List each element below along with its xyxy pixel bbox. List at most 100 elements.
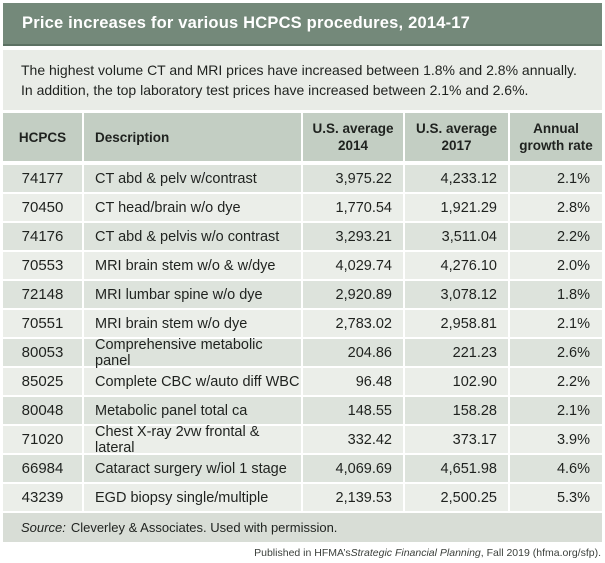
cell-hcpcs-code: 85025 [3, 368, 82, 395]
footer-publication-name: Strategic Financial Planning [350, 546, 481, 559]
cell-description: CT abd & pelvis w/o contrast [84, 223, 301, 250]
cell-growth-rate: 2.2% [510, 223, 602, 250]
cell-growth-rate: 2.0% [510, 252, 602, 279]
cell-avg-2014: 96.48 [303, 368, 403, 395]
cell-hcpcs-code: 66984 [3, 455, 82, 482]
cell-avg-2014: 148.55 [303, 397, 403, 424]
cell-hcpcs-code: 70450 [3, 194, 82, 221]
publication-footer: Published in HFMA’s Strategic Financial … [3, 542, 602, 563]
cell-avg-2017: 4,651.98 [405, 455, 508, 482]
cell-description: EGD biopsy single/multiple [84, 484, 301, 511]
footer-suffix: , Fall 2019 (hfma.org/sfp). [480, 546, 601, 559]
cell-avg-2017: 2,500.25 [405, 484, 508, 511]
cell-description: Metabolic panel total ca [84, 397, 301, 424]
cell-growth-rate: 4.6% [510, 455, 602, 482]
subtitle-line-1: The highest volume CT and MRI prices hav… [21, 62, 577, 78]
cell-description: CT abd & pelv w/contrast [84, 165, 301, 192]
cell-growth-rate: 3.9% [510, 426, 602, 453]
table-row: 80053 Comprehensive metabolic panel 204.… [3, 337, 602, 369]
table-row: 70553 MRI brain stem w/o & w/dye 4,029.7… [3, 252, 602, 279]
table-row: 66984 Cataract surgery w/iol 1 stage 4,0… [3, 455, 602, 482]
table-header-row: HCPCS Description U.S. average 2014 U.S.… [3, 113, 602, 161]
cell-growth-rate: 2.8% [510, 194, 602, 221]
cell-growth-rate: 2.6% [510, 339, 602, 366]
cell-avg-2014: 2,783.02 [303, 310, 403, 337]
cell-avg-2014: 2,139.53 [303, 484, 403, 511]
col-header-text: Description [95, 129, 170, 145]
cell-hcpcs-code: 74177 [3, 165, 82, 192]
col-header-text: 2014 [337, 138, 369, 153]
cell-avg-2017: 2,958.81 [405, 310, 508, 337]
cell-avg-2014: 204.86 [303, 339, 403, 366]
cell-avg-2014: 332.42 [303, 426, 403, 453]
col-header-description: Description [84, 113, 301, 161]
col-header-text: 2017 [441, 138, 472, 153]
col-header-avg-2014: U.S. average 2014 [303, 113, 403, 161]
table-row: 43239 EGD biopsy single/multiple 2,139.5… [3, 484, 602, 511]
cell-growth-rate: 1.8% [510, 281, 602, 308]
cell-avg-2014: 3,975.22 [303, 165, 403, 192]
col-header-text: U.S. average [415, 121, 498, 136]
cell-avg-2017: 221.23 [405, 339, 508, 366]
col-header-growth-rate: Annual growth rate [510, 113, 602, 161]
table-row: 72148 MRI lumbar spine w/o dye 2,920.89 … [3, 281, 602, 308]
table-row: 74176 CT abd & pelvis w/o contrast 3,293… [3, 223, 602, 250]
cell-hcpcs-code: 43239 [3, 484, 82, 511]
cell-description: Chest X-ray 2vw frontal & lateral [84, 424, 301, 456]
table-row: 74177 CT abd & pelv w/contrast 3,975.22 … [3, 165, 602, 192]
page-title: Price increases for various HCPCS proced… [22, 14, 471, 32]
cell-description: MRI brain stem w/o & w/dye [84, 252, 301, 279]
cell-description: CT head/brain w/o dye [84, 194, 301, 221]
cell-hcpcs-code: 80053 [3, 339, 82, 366]
source-label: Source: [21, 520, 66, 535]
table-row: 71020 Chest X-ray 2vw frontal & lateral … [3, 424, 602, 456]
cell-avg-2014: 4,029.74 [303, 252, 403, 279]
cell-avg-2017: 373.17 [405, 426, 508, 453]
cell-hcpcs-code: 70553 [3, 252, 82, 279]
table-row: 80048 Metabolic panel total ca 148.55 15… [3, 397, 602, 424]
table-row: 70450 CT head/brain w/o dye 1,770.54 1,9… [3, 194, 602, 221]
col-header-text: HCPCS [18, 129, 67, 145]
cell-description: Cataract surgery w/iol 1 stage [84, 455, 301, 482]
footer-prefix: Published in HFMA’s [254, 546, 351, 559]
cell-hcpcs-code: 70551 [3, 310, 82, 337]
col-header-text: Annual [533, 121, 579, 136]
cell-avg-2017: 3,078.12 [405, 281, 508, 308]
cell-avg-2017: 158.28 [405, 397, 508, 424]
cell-description: MRI lumbar spine w/o dye [84, 281, 301, 308]
cell-growth-rate: 2.1% [510, 397, 602, 424]
cell-growth-rate: 2.1% [510, 310, 602, 337]
table-body: 74177 CT abd & pelv w/contrast 3,975.22 … [3, 165, 602, 511]
subtitle-line-2: In addition, the top laboratory test pri… [21, 82, 529, 98]
cell-avg-2014: 1,770.54 [303, 194, 403, 221]
source-text: Cleverley & Associates. Used with permis… [70, 520, 338, 535]
cell-avg-2017: 3,511.04 [405, 223, 508, 250]
cell-hcpcs-code: 72148 [3, 281, 82, 308]
cell-hcpcs-code: 80048 [3, 397, 82, 424]
cell-avg-2017: 4,233.12 [405, 165, 508, 192]
cell-avg-2014: 3,293.21 [303, 223, 403, 250]
subtitle-band: The highest volume CT and MRI prices hav… [3, 50, 602, 110]
table-row: 85025 Complete CBC w/auto diff WBC 96.48… [3, 368, 602, 395]
cell-hcpcs-code: 74176 [3, 223, 82, 250]
cell-avg-2017: 4,276.10 [405, 252, 508, 279]
cell-description: MRI brain stem w/o dye [84, 310, 301, 337]
col-header-hcpcs: HCPCS [3, 113, 82, 161]
cell-description: Complete CBC w/auto diff WBC [84, 368, 301, 395]
source-note: Source: Cleverley & Associates. Used wit… [3, 513, 602, 542]
cell-hcpcs-code: 71020 [3, 426, 82, 453]
cell-growth-rate: 2.1% [510, 165, 602, 192]
cell-avg-2014: 4,069.69 [303, 455, 403, 482]
cell-avg-2017: 1,921.29 [405, 194, 508, 221]
col-header-text: U.S. average [312, 121, 394, 136]
hcpcs-table: HCPCS Description U.S. average 2014 U.S.… [3, 113, 602, 511]
cell-avg-2017: 102.90 [405, 368, 508, 395]
title-bar: Price increases for various HCPCS proced… [3, 3, 602, 46]
cell-description: Comprehensive metabolic panel [84, 337, 301, 369]
col-header-avg-2017: U.S. average 2017 [405, 113, 508, 161]
col-header-text: growth rate [519, 138, 593, 153]
cell-avg-2014: 2,920.89 [303, 281, 403, 308]
table-row: 70551 MRI brain stem w/o dye 2,783.02 2,… [3, 310, 602, 337]
cell-growth-rate: 5.3% [510, 484, 602, 511]
